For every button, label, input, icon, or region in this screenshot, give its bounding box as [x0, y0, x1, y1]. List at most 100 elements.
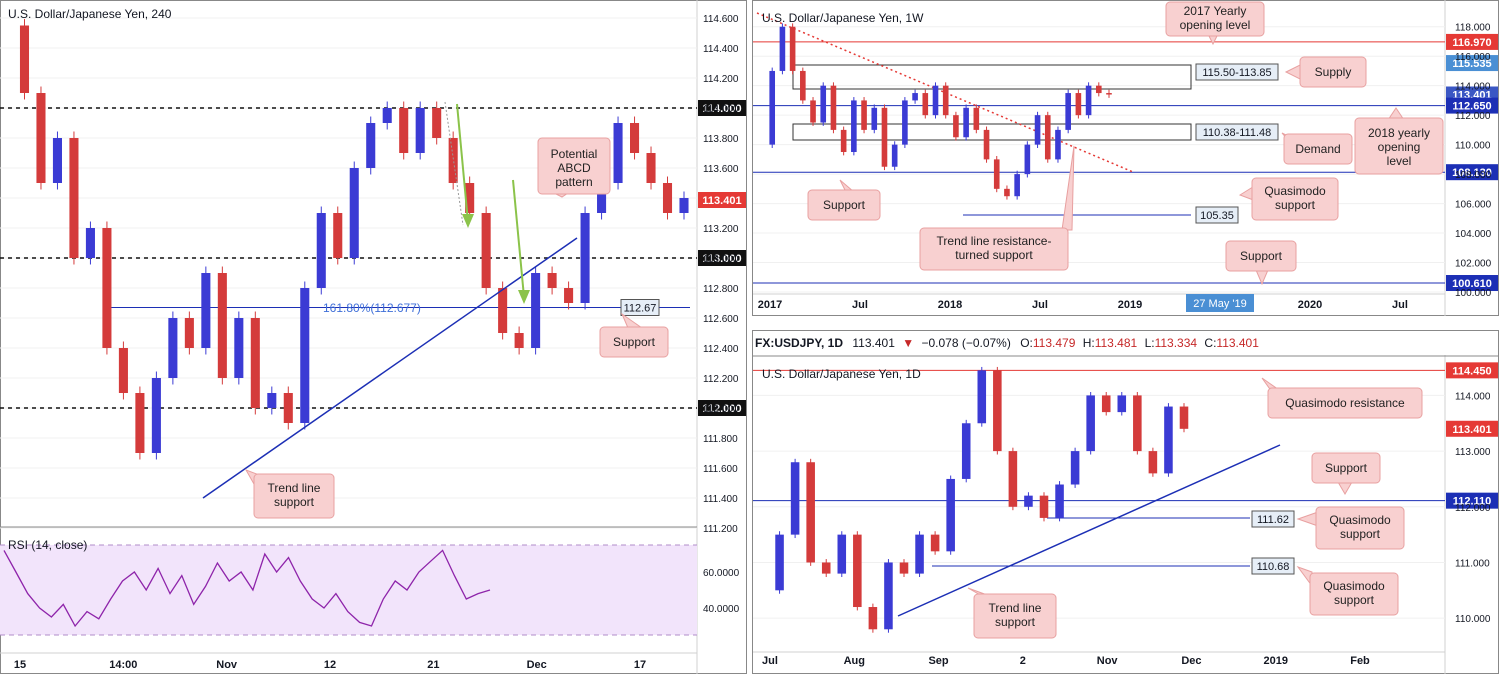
level-price-label: 115.535 — [1452, 58, 1491, 70]
daily-111-62-label-box — [1251, 510, 1295, 528]
rsi-band — [0, 545, 697, 635]
x-tick-label: Nov — [216, 659, 238, 671]
candle-body — [840, 129, 847, 152]
h4-panel: 114.000 113.000 112.000 112.67 161.80%(112.… — [0, 0, 746, 674]
candle-body — [366, 123, 376, 168]
callout-supply: Supply — [1284, 56, 1367, 88]
callout-trend-resistance-line1: Trend line resistance- — [937, 234, 1052, 248]
x-tick-label: 14:00 — [109, 659, 137, 671]
x-tick-label: Dec — [527, 659, 547, 671]
candle-body — [201, 273, 211, 348]
candle-body — [597, 183, 607, 213]
candle-body — [1055, 129, 1061, 160]
ohlc-change: −0.078 (−0.07%) — [921, 336, 1010, 350]
candle-body — [135, 393, 145, 453]
candle-body — [662, 183, 673, 213]
h4-title: U.S. Dollar/Japanese Yen, 240 — [8, 7, 172, 21]
callout-daily-qm-1: Quasimodo support — [1296, 506, 1405, 550]
callout-weekly-support-2: Support — [1225, 240, 1297, 286]
fib-label: 161.80%(112.677) — [323, 301, 421, 315]
callout-qm-resistance-box — [1267, 387, 1423, 419]
level-price-label: 112.110 — [1453, 496, 1492, 508]
callout-demand-box — [1283, 133, 1353, 165]
svg-text:FX:USDJPY, 1D 113.401: FX:USDJPY, 1D 113.401 ▼ −0.078 (−0.07%) … — [755, 336, 1259, 350]
candle-body — [881, 107, 888, 167]
level-price-badge — [1446, 362, 1498, 379]
ohlc-c-label: C: — [1204, 336, 1216, 350]
x-tick-label: Dec — [1181, 655, 1201, 667]
level-price-badge — [1446, 33, 1498, 50]
callout-daily-support-box — [1311, 452, 1381, 484]
candle-body — [790, 462, 800, 535]
level-price-label: 113.000 — [702, 253, 741, 265]
candle-body — [769, 70, 776, 145]
y-tick-label: 114.400 — [703, 44, 739, 55]
candle-body — [267, 393, 277, 408]
candle-body — [891, 144, 898, 167]
y-tick-label: 110.000 — [1455, 614, 1491, 625]
candle-body — [821, 562, 831, 574]
candle-body — [448, 138, 458, 183]
candle-body — [1034, 115, 1041, 145]
candle-body — [1008, 451, 1018, 507]
y-tick-label: 108.000 — [1455, 170, 1492, 181]
candle-body — [912, 93, 918, 101]
y-tick-label: 111.200 — [703, 524, 738, 535]
y-tick-label: 110.000 — [1455, 141, 1491, 152]
x-tick-label: Jul — [1392, 299, 1408, 311]
ohlc-l: 113.334 — [1155, 336, 1198, 350]
callout-2018-yearly-line3: level — [1387, 154, 1412, 168]
candle-body — [250, 318, 260, 408]
candle-body — [915, 534, 924, 574]
candle-body — [1055, 484, 1064, 518]
candle-body — [1075, 93, 1082, 116]
candle-body — [1117, 395, 1127, 413]
ohlc-o: 113.479 — [1033, 336, 1076, 350]
level-price-badge — [1446, 55, 1498, 72]
candle-body — [946, 478, 955, 552]
weekly-panel: 116.970115.535113.401112.650108.130100.6… — [753, 0, 1498, 316]
candle-body — [514, 333, 524, 348]
x-tick-label: Aug — [844, 655, 865, 667]
candle-body — [902, 100, 908, 145]
candle-body — [646, 153, 656, 183]
ohlc-c: 113.401 — [1216, 336, 1259, 350]
level-price-label: 112.000 — [702, 403, 741, 415]
candle-body — [800, 70, 806, 101]
callout-2018-yearly-line1: 2018 yearly — [1368, 126, 1430, 140]
candle-body — [300, 288, 310, 423]
green-arrow-2-head — [518, 290, 530, 304]
ohlc-arrow: ▼ — [902, 336, 914, 350]
ohlc-l-label: L: — [1145, 336, 1155, 350]
callout-abcd: Potential ABCD pattern — [537, 137, 611, 198]
callout-abcd-box — [537, 137, 611, 195]
candle-body — [432, 108, 442, 138]
candle-body — [861, 100, 867, 130]
demand-zone-label: 110.38-111.48 — [1203, 127, 1272, 139]
callout-daily-qm-2-line2: support — [1334, 593, 1375, 607]
candle-body — [884, 562, 893, 630]
level-price-label: 116.970 — [1452, 37, 1491, 49]
callout-qm-resistance-text: Quasimodo resistance — [1285, 396, 1405, 410]
callout-trendline-line2: support — [274, 495, 315, 509]
level-price-label: 114.450 — [1452, 365, 1491, 377]
x-tick-label: 2017 — [758, 299, 782, 311]
candle-body — [52, 138, 62, 183]
y-tick-label: 118.000 — [1455, 23, 1491, 34]
x-tick-label: 21 — [427, 659, 439, 671]
candle-body — [789, 26, 796, 71]
candle-body — [316, 213, 326, 288]
demand-zone — [792, 123, 1192, 141]
callout-2017-yearly-line2: opening level — [1180, 18, 1251, 32]
callout-trend-resistance-box — [919, 227, 1069, 271]
callout-weekly-support-box — [807, 189, 881, 221]
h4-current-price-text: 113.401 — [702, 195, 741, 207]
callout-qm-resistance: Quasimodo resistance — [1261, 377, 1423, 419]
candle-body — [168, 318, 178, 378]
candle-body — [1004, 188, 1010, 197]
y-tick-label: 114.200 — [703, 74, 739, 85]
y-tick-label: 113.200 — [703, 224, 739, 235]
x-tick-label: 2018 — [938, 299, 962, 311]
y-tick-label: 102.000 — [1455, 259, 1492, 270]
callout-abcd-line1: Potential — [551, 147, 598, 161]
